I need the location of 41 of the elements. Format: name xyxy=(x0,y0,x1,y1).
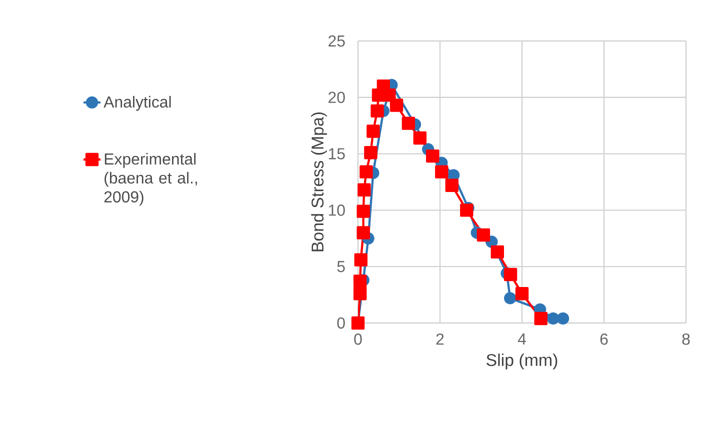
y-tick-label: 5 xyxy=(337,261,345,272)
point xyxy=(366,124,380,138)
point xyxy=(515,287,529,300)
x-axis-title: Slip (mm) xyxy=(486,354,558,370)
x-tick-label: 6 xyxy=(600,334,608,345)
point xyxy=(547,312,560,325)
point xyxy=(402,116,416,130)
y-tick-label: 10 xyxy=(328,204,345,216)
point xyxy=(504,292,516,304)
point xyxy=(356,204,370,218)
y-axis-title: Bond Stress (Mpa) xyxy=(311,112,327,252)
point xyxy=(460,204,474,217)
point xyxy=(353,274,367,288)
point xyxy=(504,268,518,282)
point xyxy=(390,98,404,112)
legend-label: Analytical xyxy=(104,96,171,111)
point xyxy=(445,178,458,192)
legend-label: Experimental (baena et al., 2009) xyxy=(104,152,197,206)
point xyxy=(426,149,440,163)
point xyxy=(358,183,371,196)
point xyxy=(534,312,548,326)
point xyxy=(364,146,378,160)
point xyxy=(435,165,448,178)
y-tick-label: 0 xyxy=(337,317,345,329)
y-tick-label: 25 xyxy=(328,35,345,47)
point xyxy=(556,312,570,325)
point xyxy=(382,88,396,102)
point xyxy=(490,245,504,259)
point xyxy=(370,104,384,118)
point xyxy=(356,226,370,240)
point xyxy=(413,131,427,145)
point xyxy=(360,165,373,178)
y-tick-label: 15 xyxy=(328,148,345,160)
x-tick-label: 4 xyxy=(518,334,526,344)
point xyxy=(354,253,368,266)
point xyxy=(353,287,367,300)
point xyxy=(476,228,490,242)
x-tick-label: 0 xyxy=(354,334,362,345)
x-tick-label: 2 xyxy=(436,334,444,345)
y-tick-label: 20 xyxy=(328,92,345,104)
x-tick-label: 8 xyxy=(682,334,690,345)
